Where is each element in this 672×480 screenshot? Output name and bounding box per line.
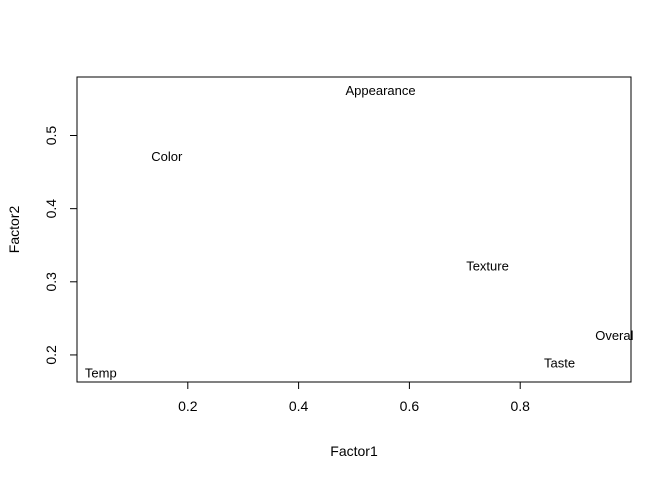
point-label-temp: Temp [85, 365, 117, 380]
point-label-overal: Overal [595, 328, 633, 343]
x-axis-title: Factor1 [330, 443, 378, 459]
x-tick-label: 0.8 [510, 398, 530, 414]
x-axis: 0.2 0.4 0.6 0.8 [178, 381, 530, 414]
y-tick-label: 0.4 [43, 199, 59, 219]
x-tick-label: 0.4 [289, 398, 309, 414]
y-tick-label: 0.3 [43, 272, 59, 292]
y-tick-label: 0.2 [43, 345, 59, 365]
point-label-color: Color [151, 149, 183, 164]
y-axis-title: Factor2 [6, 206, 22, 254]
data-labels: Appearance Color Texture Overal Taste Temp [85, 83, 634, 380]
x-tick-label: 0.2 [178, 398, 198, 414]
point-label-texture: Texture [466, 259, 509, 274]
y-tick-label: 0.5 [43, 126, 59, 146]
y-axis: 0.2 0.3 0.4 0.5 [43, 126, 78, 365]
point-label-taste: Taste [544, 355, 575, 370]
point-label-appearance: Appearance [346, 83, 416, 98]
x-tick-label: 0.6 [400, 398, 420, 414]
